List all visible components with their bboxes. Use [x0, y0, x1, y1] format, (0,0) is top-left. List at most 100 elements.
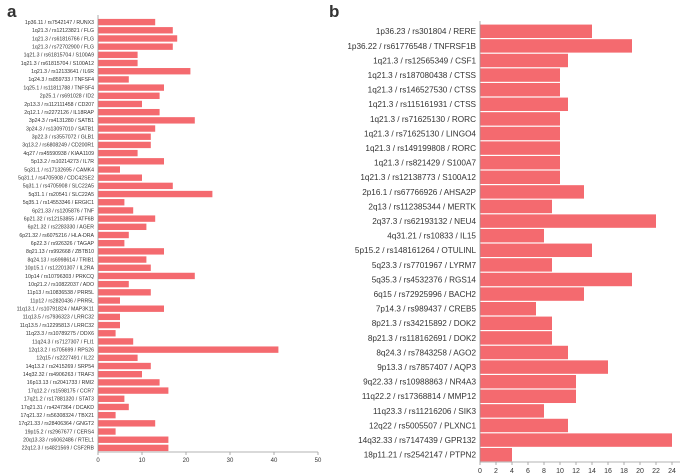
bar-b-3: [480, 68, 560, 82]
category-label-a-46: 17q21.2 / rs17881320 / STAT3: [24, 397, 94, 403]
bar-b-24: [480, 374, 576, 389]
bar-a-2: [98, 35, 178, 42]
bar-b-5: [480, 97, 568, 112]
bar-b-26: [480, 404, 544, 418]
panel-a-letter: a: [7, 2, 17, 21]
category-label-a-28: 8q21.13 / rs992668 / ZBTB10: [26, 249, 94, 255]
bar-b-0: [480, 24, 592, 39]
category-label-b-6: 1q21.3 / rs71625130 / RORC: [370, 115, 476, 124]
bar-a-41: [98, 354, 138, 362]
bar-b-11: [480, 185, 584, 199]
bar-a-17: [98, 158, 164, 165]
category-label-b-4: 1q21.3 / rs146527530 / CTSS: [368, 86, 477, 95]
bar-b-16: [480, 258, 552, 272]
category-label-a-52: 22q12.3 / rs4821569 / CSF2RB: [22, 446, 95, 452]
category-label-a-22: 5q35.1 / rs14553346 / ERGIC1: [23, 200, 94, 206]
category-label-a-43: 14q32.32 / rs4906263 / TRAF3: [23, 372, 94, 378]
bar-b-17: [480, 272, 632, 287]
category-label-a-51: 20q13.33 / rs6062486 / RTEL1: [23, 438, 94, 444]
category-label-a-50: 19p15.2 / rs2967677 / CERS4: [25, 429, 94, 435]
panel-b-letter: b: [329, 2, 340, 21]
category-label-a-19: 5q31.1 / rs4705908 / CDC42SE2: [18, 176, 94, 182]
bar-a-8: [98, 84, 164, 91]
bar-a-18: [98, 166, 120, 173]
bar-b-22: [480, 345, 568, 360]
bar-a-28: [98, 248, 164, 255]
bar-b-8: [480, 141, 560, 155]
category-label-a-30: 10p15.1 / rs12201307 / IL2RA: [25, 266, 95, 272]
bar-b-1: [480, 39, 632, 53]
category-label-a-8: 1q25.1 / rs11811788 / TNFSF4: [23, 85, 94, 91]
bar-a-11: [98, 108, 160, 116]
category-label-a-14: 3p22.3 / rs3557072 / GLB1: [32, 135, 94, 141]
category-label-b-11: 2p16.1 / rs67766926 / AHSA2P: [362, 188, 476, 197]
bar-b-21: [480, 331, 552, 345]
bar-a-50: [98, 428, 116, 435]
bar-a-6: [98, 68, 191, 75]
category-label-a-48: 17q21.32 / rs56308324 / TBX21: [21, 413, 95, 419]
bar-a-15: [98, 141, 151, 149]
bar-a-4: [98, 51, 138, 59]
category-label-a-40: 12q13.2 / rs705699 / RPS26: [29, 347, 95, 353]
x-tick-label-b-8: 16: [604, 468, 612, 475]
bar-a-45: [98, 387, 169, 394]
category-label-a-35: 11q13.1 / rs10791824 / MAP3K11: [17, 307, 95, 313]
category-label-a-38: 11q23.3 / rs10789275 / DDX6: [26, 331, 94, 337]
category-label-a-12: 3p24.3 / rs4131280 / SATB1: [29, 118, 94, 124]
x-tick-label-b-9: 18: [620, 468, 628, 475]
bar-a-36: [98, 313, 120, 321]
category-label-a-39: 11q24.3 / rs7127307 / FLI1: [32, 339, 94, 345]
bar-b-23: [480, 360, 608, 374]
category-label-b-13: 2q37.3 / rs62193132 / NEU4: [372, 217, 476, 226]
category-label-a-15: 3q13.2 / rs6808249 / CD200R1: [22, 143, 94, 149]
category-label-a-6: 1q21.3 / rs12133641 / IL6R: [31, 69, 94, 75]
bar-a-34: [98, 297, 120, 304]
bar-a-5: [98, 59, 138, 67]
x-tick-label-b-7: 14: [588, 468, 596, 475]
bar-a-35: [98, 305, 164, 312]
x-tick-label-b-5: 10: [556, 468, 564, 475]
bar-b-14: [480, 228, 544, 243]
category-label-a-18: 5q31.1 / rs17132695 / CAMK4: [24, 167, 94, 173]
category-label-a-31: 10p14 / rs10796303 / PRKCQ: [25, 274, 94, 280]
category-label-a-42: 14q13.2 / rs2415269 / SRP54: [26, 364, 94, 370]
bar-b-4: [480, 82, 560, 97]
category-label-a-47: 17q21.31 / rs4247364 / DCAKD: [21, 405, 94, 411]
category-label-a-33: 11p13 / rs10836538 / PRR5L: [27, 290, 94, 296]
bar-a-48: [98, 411, 116, 419]
bar-b-7: [480, 126, 560, 141]
category-label-b-1: 1p36.22 / rs61776548 / TNFRSF1B: [347, 42, 476, 51]
bar-a-16: [98, 149, 138, 157]
x-tick-label-b-11: 22: [652, 468, 660, 475]
category-label-a-45: 17q12.2 / rs1598175 / CCR7: [28, 388, 94, 394]
bar-a-22: [98, 199, 125, 206]
category-label-a-27: 6p22.3 / rs926326 / TAGAP: [31, 241, 95, 247]
category-label-b-23: 9p13.3 / rs7857407 / AQP3: [377, 363, 476, 372]
category-label-a-25: 6p21.32 / rs2283330 / AGER: [28, 225, 95, 231]
category-label-a-7: 1q24.3 / rs859733 / TNFSF4: [28, 77, 94, 83]
bar-b-28: [480, 433, 672, 447]
x-tick-label-a-3: 30: [227, 458, 234, 464]
x-tick-label-b-4: 8: [542, 468, 546, 475]
category-label-b-27: 12q22 / rs5005507 / PLXNC1: [369, 421, 476, 430]
bar-a-49: [98, 420, 156, 427]
x-tick-label-a-0: 0: [96, 458, 100, 464]
category-label-b-25: 11q22.2 / rs17368814 / MMP12: [362, 392, 477, 401]
category-label-a-16: 4q27 / rs45590938 / KIAA1109: [23, 151, 94, 157]
category-label-a-32: 10q21.2 / rs10822037 / ADO: [28, 282, 94, 288]
category-label-b-15: 5p15.2 / rs148161264 / OTULINL: [355, 246, 477, 255]
bar-b-2: [480, 53, 568, 68]
bar-a-51: [98, 436, 169, 443]
bar-a-21: [98, 190, 213, 198]
category-label-b-20: 8p21.3 / rs34215892 / DOK2: [372, 319, 477, 328]
chart-panel-a: 1p36.11 / rs7542147 / RUNX3 1q21.3 / rs12…: [17, 15, 322, 464]
bar-a-0: [98, 18, 156, 26]
bar-b-13: [480, 214, 656, 228]
bar-b-29: [480, 447, 512, 462]
bar-a-26: [98, 231, 129, 239]
x-tick-label-b-2: 4: [510, 468, 514, 475]
category-label-a-2: 1q21.3 / rs61816766 / FLG: [32, 36, 94, 42]
bar-a-29: [98, 256, 147, 263]
category-label-b-21: 8p21.3 / rs118162691 / DOK2: [368, 334, 477, 343]
category-label-b-17: 5q35.3 / rs4532376 / RGS14: [372, 275, 477, 284]
